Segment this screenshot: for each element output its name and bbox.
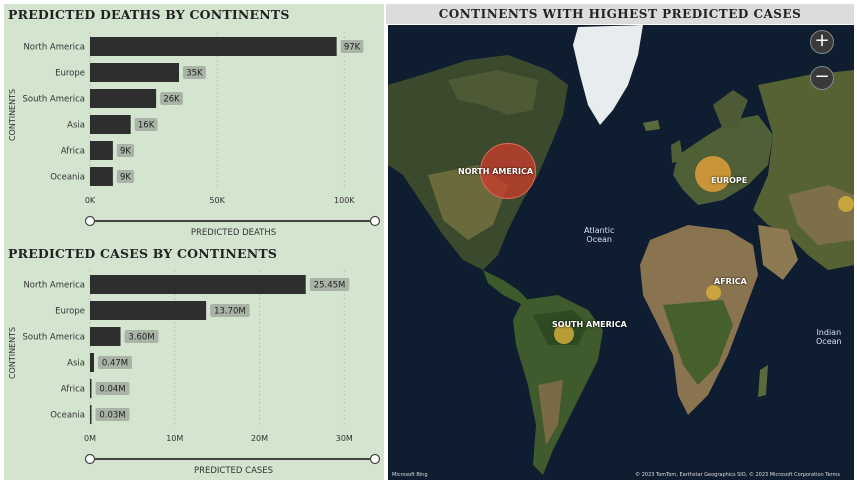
cases-bar (90, 353, 94, 372)
cases-data-label-bg (95, 382, 130, 395)
left-panel: PREDICTED DEATHS BY CONTINENTS 0K 50K 100K… (4, 4, 384, 480)
deaths-bar (90, 89, 157, 108)
map-panel: CONTINENTS WITH HIGHEST PREDICTED CASES (386, 4, 854, 480)
cases-y-axis-label: CONTINENTS (8, 327, 17, 379)
cases-bar-chart: 0M 10M 20M 30M CONTINENTS North America 25.45M… (8, 270, 381, 476)
cases-data-label: 13.70M (214, 307, 246, 317)
zoom-in-button[interactable]: + (810, 30, 834, 54)
indian-ocean-label: Indian Ocean (816, 328, 842, 346)
cases-x-tick: 30M (336, 434, 353, 443)
north-america-map-label: NORTH AMERICA (458, 167, 534, 176)
cases-x-tick: 20M (251, 434, 268, 443)
map-view[interactable]: + − NORTH AMERICA EUROPE AFRICA SOUTH AM… (388, 25, 854, 480)
africa-map-label: AFRICA (714, 277, 747, 286)
deaths-category-label: North America (23, 43, 85, 53)
deaths-data-label-bg (183, 66, 206, 79)
deaths-bar (90, 115, 131, 134)
map-title: CONTINENTS WITH HIGHEST PREDICTED CASES (386, 4, 854, 24)
deaths-y-axis-label: CONTINENTS (8, 89, 17, 141)
cases-x-tick: 10M (166, 434, 183, 443)
deaths-bar (90, 63, 179, 82)
cases-data-label-bg (309, 278, 350, 291)
deaths-range-slider-end[interactable] (369, 215, 381, 227)
europe-bubble[interactable] (695, 156, 731, 192)
deaths-data-label-bg (116, 144, 135, 157)
deaths-data-label-bg (134, 118, 158, 131)
atlantic-ocean-label: Atlantic Ocean (584, 226, 615, 244)
cases-range-slider-end[interactable] (369, 453, 381, 465)
deaths-data-label: 35K (186, 69, 203, 79)
deaths-data-label-bg (116, 170, 135, 183)
deaths-data-label: 16K (138, 121, 155, 131)
deaths-category-label: South America (23, 95, 85, 105)
deaths-bar (90, 167, 113, 186)
deaths-bar (90, 37, 337, 56)
deaths-bar-chart: 0K 50K 100K CONTINENTS North America 97K Europ… (8, 32, 381, 238)
cases-category-label: Oceania (50, 411, 85, 421)
deaths-range-slider-start[interactable] (84, 215, 96, 227)
south-america-bubble[interactable] (554, 324, 574, 344)
cases-bar (90, 301, 207, 320)
map-background (388, 25, 854, 480)
africa-bubble[interactable] (706, 285, 721, 300)
cases-data-label: 3.60M (128, 333, 154, 343)
cases-x-axis-label: PREDICTED CASES (194, 466, 273, 476)
deaths-data-label: 9K (120, 173, 131, 183)
cases-data-label-bg (95, 408, 130, 421)
cases-bar (90, 327, 121, 346)
cases-data-label: 0.04M (99, 385, 125, 395)
deaths-category-label: Asia (67, 121, 85, 131)
deaths-data-label: 26K (163, 95, 180, 105)
deaths-category-label: Europe (55, 69, 85, 79)
cases-data-label-bg (210, 304, 250, 317)
europe-map-label: EUROPE (711, 176, 748, 185)
cases-data-label: 25.45M (314, 281, 346, 291)
cases-category-label: South America (23, 333, 85, 343)
deaths-x-axis-label: PREDICTED DEATHS (191, 228, 276, 238)
deaths-x-tick: 50K (209, 196, 225, 205)
deaths-bar (90, 141, 113, 160)
map-provider-attribution: Microsoft Bing (392, 472, 428, 478)
deaths-chart-title: PREDICTED DEATHS BY CONTINENTS (8, 7, 290, 22)
cases-data-label-bg (124, 330, 159, 343)
asia-bubble[interactable] (838, 196, 854, 212)
cases-data-label-bg (97, 356, 132, 369)
cases-bar (90, 405, 92, 424)
cases-bar (90, 379, 92, 398)
cases-bar (90, 275, 306, 294)
deaths-data-label: 97K (344, 43, 361, 53)
cases-range-slider-start[interactable] (84, 453, 96, 465)
deaths-data-label: 9K (120, 147, 131, 157)
deaths-category-label: Africa (61, 147, 85, 157)
south-america-map-label: SOUTH AMERICA (552, 320, 627, 329)
cases-chart-title: PREDICTED CASES BY CONTINENTS (8, 246, 278, 261)
cases-category-label: Europe (55, 307, 85, 317)
deaths-category-label: Oceania (50, 173, 85, 183)
deaths-data-label-bg (340, 40, 364, 53)
cases-data-label: 0.03M (99, 411, 125, 421)
deaths-data-label-bg (160, 92, 183, 105)
north-america-bubble[interactable] (480, 143, 536, 199)
zoom-out-button[interactable]: − (810, 66, 834, 90)
cases-category-label: North America (23, 281, 85, 291)
deaths-x-tick: 0K (85, 196, 96, 205)
map-copyright[interactable]: © 2023 TomTom, Earthstar Geographics SIO… (635, 472, 840, 478)
cases-data-label: 0.47M (102, 359, 128, 369)
cases-category-label: Africa (61, 385, 85, 395)
deaths-x-tick: 100K (334, 196, 355, 205)
cases-category-label: Asia (67, 359, 85, 369)
cases-x-tick: 0M (84, 434, 96, 443)
